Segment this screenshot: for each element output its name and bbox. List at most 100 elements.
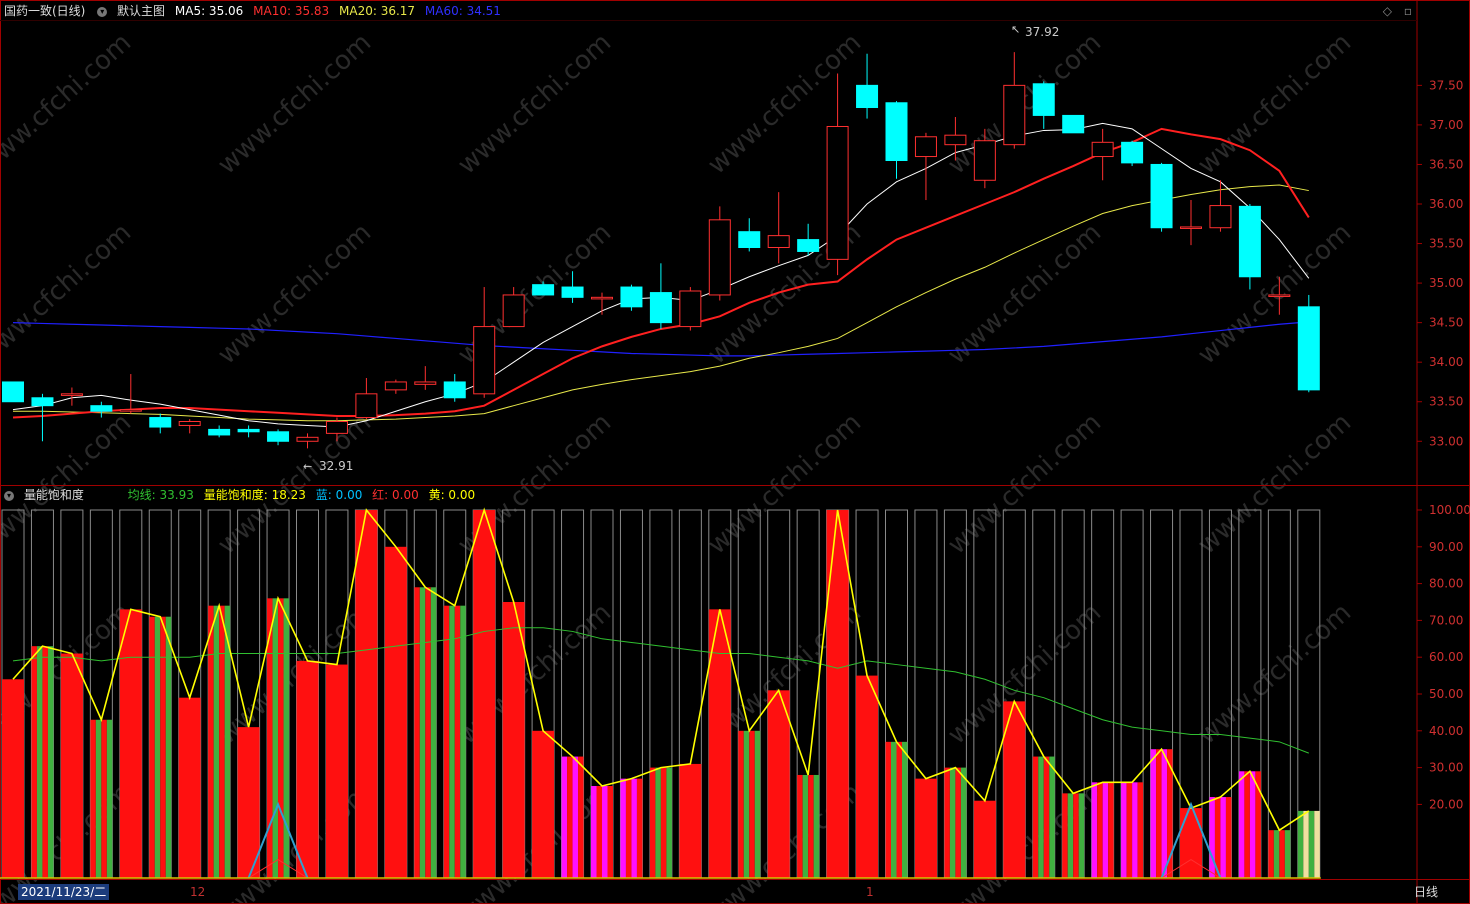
saturation-bar[interactable] bbox=[943, 509, 967, 879]
saturation-bar[interactable] bbox=[885, 509, 908, 879]
candle-body bbox=[2, 381, 24, 403]
diamond-icon[interactable]: ◇ bbox=[1382, 4, 1393, 18]
saturation-bar[interactable] bbox=[354, 509, 378, 879]
candle[interactable] bbox=[797, 223, 820, 256]
candle[interactable] bbox=[149, 413, 172, 434]
indicator-name[interactable]: 量能饱和度 bbox=[23, 488, 84, 502]
saturation-bar[interactable] bbox=[178, 509, 202, 879]
candlesticks[interactable] bbox=[2, 52, 1320, 449]
saturation-bar[interactable] bbox=[678, 509, 702, 879]
watermark-text: www.cfchi.com bbox=[942, 408, 1107, 561]
blue-signal bbox=[1160, 801, 1222, 879]
saturation-bar[interactable] bbox=[325, 509, 349, 879]
candle[interactable] bbox=[473, 287, 496, 398]
candle[interactable] bbox=[561, 271, 584, 303]
stock-title[interactable]: 国药一致(日线) bbox=[4, 4, 86, 18]
candle[interactable] bbox=[31, 393, 54, 442]
candle[interactable] bbox=[443, 374, 466, 402]
saturation-bar[interactable] bbox=[708, 509, 732, 879]
saturation-bar[interactable] bbox=[89, 509, 113, 879]
candle[interactable] bbox=[60, 387, 83, 406]
candle-body bbox=[856, 84, 879, 109]
ma60-label: MA60: 34.51 bbox=[424, 4, 501, 18]
candle[interactable] bbox=[1003, 52, 1026, 149]
candle[interactable] bbox=[1091, 128, 1114, 181]
candle[interactable] bbox=[1121, 140, 1144, 167]
candle[interactable] bbox=[1209, 180, 1232, 232]
candle[interactable] bbox=[325, 417, 348, 442]
candle[interactable] bbox=[767, 192, 790, 264]
saturation-bar[interactable] bbox=[619, 509, 643, 879]
candle[interactable] bbox=[620, 284, 643, 311]
saturation-bar[interactable] bbox=[472, 509, 496, 879]
saturation-bar[interactable] bbox=[1091, 509, 1115, 879]
candle[interactable] bbox=[1062, 114, 1085, 134]
saturation-bar[interactable] bbox=[1120, 509, 1144, 879]
period-selector[interactable]: 日线 bbox=[1413, 885, 1438, 899]
saturation-bar[interactable] bbox=[1208, 509, 1232, 879]
saturation-bar[interactable] bbox=[502, 509, 526, 879]
candle[interactable] bbox=[355, 378, 378, 420]
saturation-bar[interactable] bbox=[413, 509, 437, 879]
candle[interactable] bbox=[1180, 200, 1202, 246]
candle[interactable] bbox=[591, 292, 613, 315]
avg-line bbox=[12, 627, 1309, 754]
candle[interactable] bbox=[1150, 162, 1173, 232]
saturation-bar[interactable] bbox=[60, 509, 84, 879]
saturation-bar[interactable] bbox=[796, 509, 820, 879]
bar-stripe bbox=[620, 778, 626, 878]
candle[interactable] bbox=[119, 374, 142, 414]
watermark-text: www.cfchi.com bbox=[212, 28, 377, 181]
candle[interactable] bbox=[237, 425, 260, 438]
candle[interactable] bbox=[885, 101, 908, 179]
candle[interactable] bbox=[532, 281, 555, 296]
candle[interactable] bbox=[1032, 81, 1055, 129]
saturation-bar[interactable] bbox=[30, 509, 54, 879]
saturation-bar[interactable] bbox=[1150, 509, 1174, 879]
saturation-bar[interactable] bbox=[826, 509, 850, 879]
candle[interactable] bbox=[826, 73, 849, 276]
candle[interactable] bbox=[90, 401, 113, 418]
saturation-bar[interactable] bbox=[1297, 509, 1321, 879]
saturation-bar[interactable] bbox=[119, 509, 143, 879]
candle[interactable] bbox=[679, 287, 702, 331]
candle[interactable] bbox=[944, 117, 967, 161]
candle[interactable] bbox=[1238, 204, 1261, 290]
candle[interactable] bbox=[973, 128, 996, 189]
saturation-bar[interactable] bbox=[148, 509, 172, 879]
saturation-bar[interactable] bbox=[207, 509, 231, 879]
saturation-bar[interactable] bbox=[590, 509, 614, 879]
saturation-bar[interactable] bbox=[1061, 509, 1085, 879]
saturation-bar[interactable] bbox=[384, 509, 408, 879]
candle[interactable] bbox=[208, 425, 231, 438]
candle[interactable] bbox=[2, 381, 24, 403]
candle[interactable] bbox=[649, 263, 672, 329]
main-chart-label[interactable]: 默认主图 bbox=[117, 4, 166, 18]
saturation-bar[interactable] bbox=[1, 509, 25, 879]
candle[interactable] bbox=[384, 379, 407, 394]
saturation-bars[interactable] bbox=[1, 509, 1321, 879]
saturation-bar[interactable] bbox=[767, 509, 791, 879]
candle[interactable] bbox=[914, 132, 937, 201]
candle[interactable] bbox=[502, 287, 525, 328]
settings-dropdown-icon[interactable]: ▾ bbox=[97, 6, 108, 17]
maximize-icon[interactable]: ▫ bbox=[1403, 4, 1412, 18]
saturation-bar[interactable] bbox=[649, 509, 673, 879]
candle[interactable] bbox=[856, 53, 879, 119]
saturation-bar[interactable] bbox=[914, 509, 938, 879]
candle[interactable] bbox=[267, 429, 290, 446]
indicator-dropdown-icon[interactable]: ▾ bbox=[4, 490, 14, 501]
saturation-bar[interactable] bbox=[443, 509, 467, 879]
candle[interactable] bbox=[738, 218, 761, 252]
bar-stripe bbox=[561, 756, 568, 878]
candle[interactable] bbox=[1268, 276, 1291, 315]
saturation-bar[interactable] bbox=[561, 509, 585, 879]
bar-fill bbox=[502, 602, 525, 878]
candle[interactable] bbox=[1297, 294, 1320, 393]
candle[interactable] bbox=[178, 419, 201, 434]
candle[interactable] bbox=[296, 433, 319, 449]
saturation-bar[interactable] bbox=[1032, 509, 1056, 879]
saturation-bar[interactable] bbox=[296, 509, 319, 879]
candle[interactable] bbox=[414, 366, 437, 390]
candle[interactable] bbox=[708, 206, 731, 301]
